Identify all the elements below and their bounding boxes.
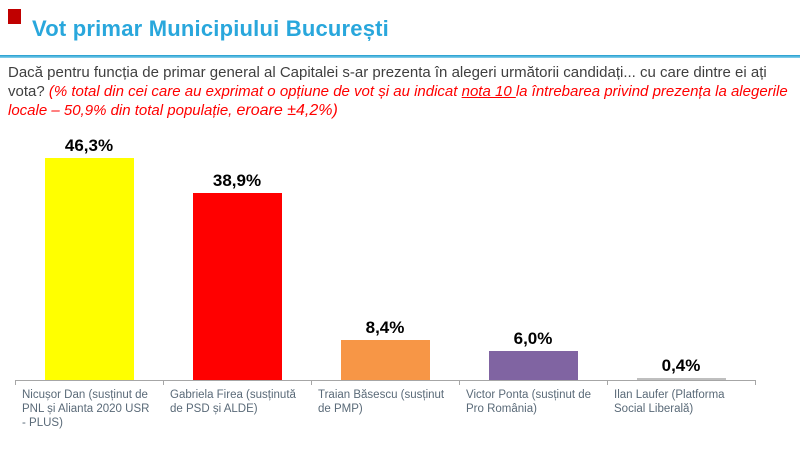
intro-line2-question: dintre ei ați vota? [8,64,767,100]
header-divider [0,55,800,58]
bar-2 [340,340,430,380]
axis-tick-1 [163,380,164,385]
category-label-2: Traian Băsescu (susținut de PMP) [318,389,445,415]
bar-3 [488,351,578,380]
intro-paragraph: Dacă pentru funcția de primar general al… [8,63,794,120]
intro-line1: Dacă pentru funcția de primar general al… [8,64,694,81]
intro-note-line3: alegerile locale – 50,9% din total popul… [8,83,788,119]
category-label-0: Nicușor Dan (susținut de PNL și Alianta … [22,389,150,429]
value-label-2: 8,4% [365,318,405,337]
header-marker-square [8,9,21,24]
axis-tick-2 [311,380,312,385]
intro-note-pre: (% total din cei care au exprimat o opți… [48,83,462,100]
intro-note-underlined: nota 10 [461,83,516,100]
bar-4 [636,378,726,380]
intro-note-error-margin: eroare ±4,2%) [236,102,338,119]
intro-note-post: la întrebarea privind prezența la [515,83,731,100]
axis-tick-4 [607,380,608,385]
page-title: Vot primar Municipiului București [32,16,389,41]
category-label-3: Victor Ponta (susținut de Pro România) [466,389,592,415]
x-axis-line [15,380,756,381]
category-label-1: Gabriela Firea (susținută de PSD și ALDE… [170,389,296,415]
axis-tick-3 [459,380,460,385]
bar-1 [192,193,282,380]
bar-0 [44,158,134,380]
value-label-0: 46,3% [64,136,114,155]
value-label-3: 6,0% [513,329,553,348]
value-label-1: 38,9% [212,171,262,190]
axis-tick-end [755,380,756,385]
value-label-4: 0,4% [661,356,701,375]
category-label-4: Ilan Laufer (Platforma Social Liberală) [614,389,725,415]
axis-tick-0 [15,380,16,385]
